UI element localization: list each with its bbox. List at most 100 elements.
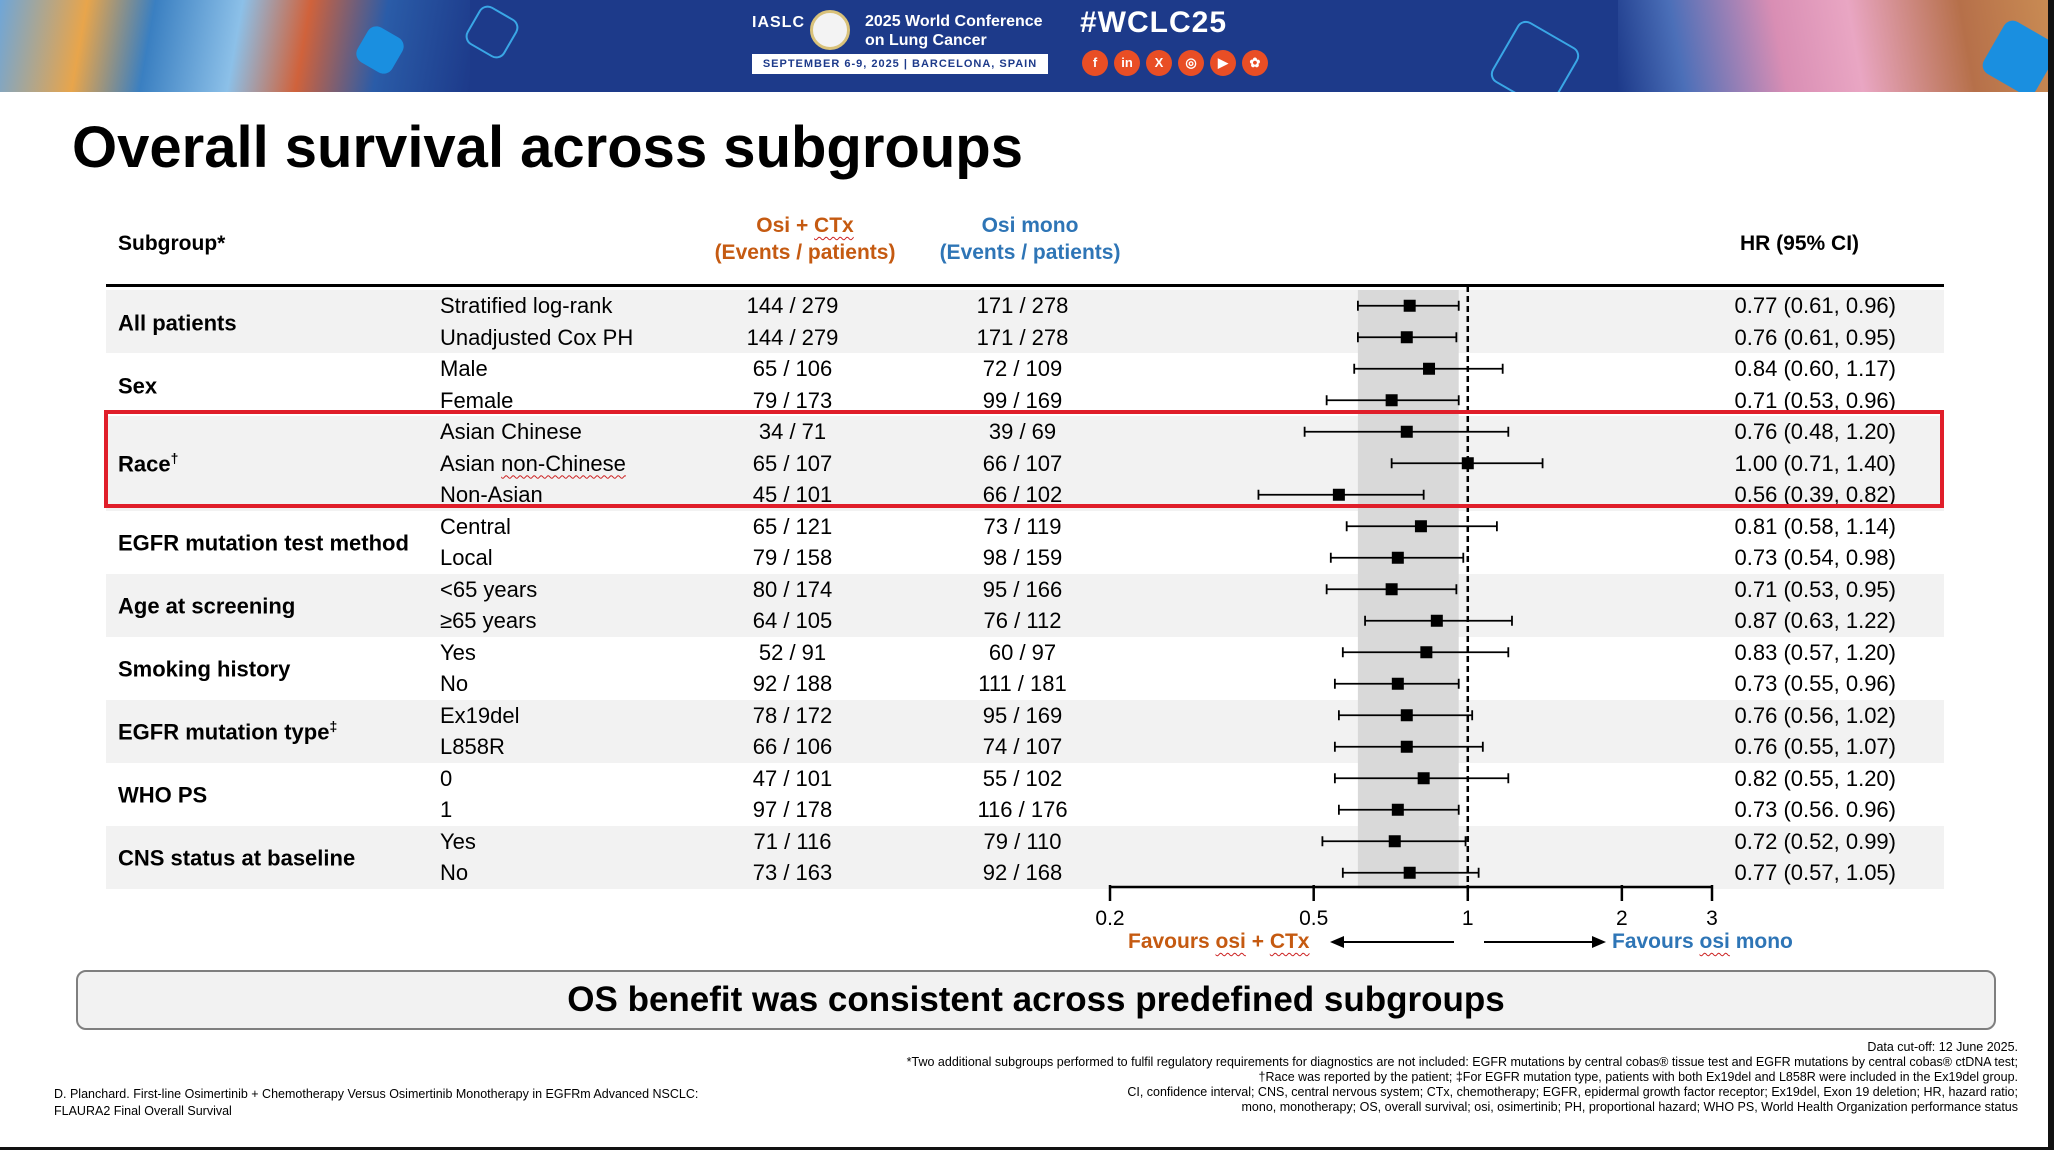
favours-osi-ctx-label: Favours osi + CTx	[1128, 930, 1310, 954]
hr-point	[1385, 583, 1398, 596]
row-label: 0	[440, 765, 453, 791]
row-osi-mono-events: 74 / 107	[982, 734, 1063, 759]
row-osi-ctx-events: 71 / 116	[753, 828, 832, 854]
row-osi-mono-events: 55 / 102	[982, 765, 1063, 791]
row-osi-ctx-events: 65 / 107	[752, 450, 833, 476]
row-label: Female	[440, 387, 514, 413]
facebook-icon[interactable]: f	[1082, 50, 1108, 76]
group-band	[106, 762, 1944, 826]
header-osi-mono-line1: Osi mono	[981, 214, 1079, 237]
barcelona-photo-right	[1618, 0, 2048, 92]
group-name-footnote-mark: ‡	[329, 718, 338, 734]
header-hr: HR (95% CI)	[1740, 232, 1860, 255]
hr-point	[1385, 394, 1398, 407]
conference-logo: IASLC 2025 World Conference on Lung Canc…	[752, 10, 1048, 78]
row-hr-ci: 0.82 (0.55, 1.20)	[1734, 765, 1896, 791]
group-name: Sex	[118, 372, 157, 399]
row-hr-ci: 0.83 (0.57, 1.20)	[1734, 639, 1896, 665]
citation-line2: FLAURA2 Final Overall Survival	[54, 1104, 232, 1118]
group-band	[106, 416, 1944, 511]
footnote-1: *Two additional subgroups performed to f…	[906, 1055, 2018, 1069]
x-icon[interactable]: X	[1146, 50, 1172, 76]
group-band	[106, 636, 1944, 700]
row-label: Male	[440, 356, 488, 381]
footnotes: Data cut-off: 12 June 2025. *Two additio…	[618, 1040, 2018, 1115]
row-osi-mono-events: 99 / 169	[982, 387, 1063, 413]
group-name-text: All patients	[118, 309, 237, 335]
youtube-icon[interactable]: ▶	[1210, 50, 1236, 76]
row-label: L858R	[440, 734, 505, 759]
row-osi-ctx-events: 79 / 173	[752, 387, 833, 413]
row-hr-ci: 0.77 (0.57, 1.05)	[1734, 860, 1896, 885]
group-name: EGFR mutation type‡	[118, 718, 337, 745]
header-osi-ctx-line1-a: Osi +	[756, 214, 815, 237]
x-tick-label: 0.5	[1299, 907, 1328, 930]
group-band	[106, 353, 1944, 416]
footnote-3: CI, confidence interval; CNS, central ne…	[1127, 1085, 2018, 1099]
header-subgroup: Subgroup*	[118, 232, 226, 255]
row-label: ≥65 years	[440, 608, 537, 633]
header-osi-mono-line2: (Events / patients)	[939, 241, 1121, 264]
hr-point	[1391, 551, 1404, 564]
conclusion-banner: OS benefit was consistent across predefi…	[76, 970, 1996, 1030]
row-osi-mono-events: 79 / 110	[983, 828, 1062, 854]
instagram-icon[interactable]: ◎	[1178, 50, 1204, 76]
row-osi-mono-events: 66 / 102	[982, 482, 1063, 507]
citation-line1: D. Planchard. First-line Osimertinib + C…	[54, 1087, 699, 1101]
row-label: Non-Asian	[440, 482, 543, 507]
conference-banner: IASLC 2025 World Conference on Lung Canc…	[0, 0, 2048, 92]
group-name-text: EGFR mutation test method	[118, 530, 409, 556]
row-hr-ci: 0.71 (0.53, 0.95)	[1734, 576, 1896, 602]
x-tick-label: 3	[1706, 907, 1718, 930]
row-hr-ci: 0.87 (0.63, 1.22)	[1734, 608, 1896, 633]
row-label: Yes	[440, 828, 476, 854]
group-name-text: Smoking history	[118, 656, 291, 682]
group-band	[106, 510, 1944, 574]
row-osi-ctx-events: 79 / 158	[752, 545, 833, 570]
group-name-text: Race	[118, 451, 171, 477]
row-osi-ctx-events: 47 / 101	[752, 765, 833, 791]
row-osi-ctx-events: 66 / 106	[752, 734, 833, 759]
favours-left-text-a: Favours	[1128, 930, 1216, 953]
row-hr-ci: 0.73 (0.54, 0.98)	[1734, 545, 1896, 570]
row-osi-ctx-events: 144 / 279	[746, 324, 839, 350]
row-osi-mono-events: 98 / 159	[982, 545, 1063, 570]
group-name: CNS status at baseline	[118, 844, 355, 871]
row-osi-ctx-events: 52 / 91	[758, 639, 827, 665]
citation: D. Planchard. First-line Osimertinib + C…	[54, 1086, 698, 1120]
favours-right-arrowhead	[1592, 936, 1606, 948]
wechat-icon[interactable]: ✿	[1242, 50, 1268, 76]
favours-osi-mono-label: Favours osi mono	[1612, 930, 1793, 954]
hr-point	[1400, 709, 1413, 722]
x-tick-label: 2	[1616, 907, 1628, 930]
hr-point	[1414, 520, 1427, 533]
row-hr-ci: 0.71 (0.53, 0.96)	[1734, 387, 1896, 413]
conference-date: SEPTEMBER 6-9, 2025 | BARCELONA, SPAIN	[752, 54, 1048, 74]
hr-point	[1461, 457, 1474, 470]
row-hr-ci: 0.73 (0.55, 0.96)	[1734, 671, 1896, 696]
x-tick-label: 0.2	[1095, 907, 1124, 930]
favours-left-text-b: osi	[1215, 930, 1246, 953]
hr-point	[1400, 331, 1413, 344]
row-osi-ctx-events: 34 / 71	[758, 419, 827, 444]
row-osi-mono-events: 39 / 69	[988, 419, 1057, 444]
row-hr-ci: 0.73 (0.56. 0.96)	[1734, 797, 1896, 822]
row-osi-ctx-events: 65 / 106	[752, 356, 833, 381]
row-osi-mono-events: 60 / 97	[988, 639, 1057, 665]
linkedin-icon[interactable]: in	[1114, 50, 1140, 76]
group-name-text: EGFR mutation type	[118, 719, 330, 745]
group-name: All patients	[118, 309, 237, 336]
row-hr-ci: 0.77 (0.61, 0.96)	[1734, 293, 1896, 318]
row-osi-mono-events: 111 / 181	[978, 671, 1067, 696]
header-osi-mono: Osi mono (Events / patients)	[915, 212, 1145, 266]
row-label: Yes	[440, 639, 476, 665]
row-osi-mono-events: 95 / 166	[982, 576, 1063, 602]
row-label: 1	[440, 797, 453, 822]
row-hr-ci: 0.84 (0.60, 1.17)	[1734, 356, 1896, 381]
group-name: Smoking history	[118, 655, 290, 682]
footnote-4: mono, monotherapy; OS, overall survival;…	[1241, 1100, 2019, 1114]
group-band	[106, 573, 1944, 637]
header-osi-ctx: Osi + CTx (Events / patients)	[690, 212, 920, 266]
